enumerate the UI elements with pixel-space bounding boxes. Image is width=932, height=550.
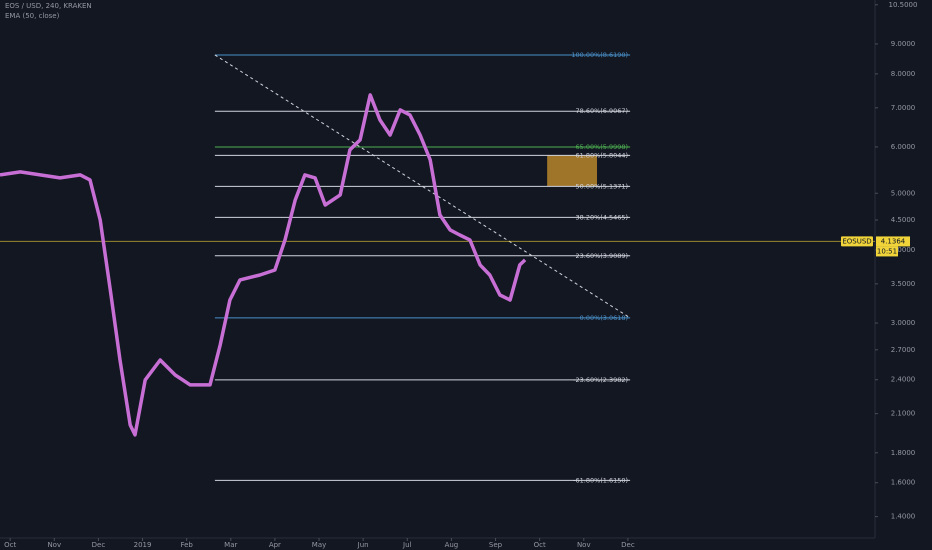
price-tag xyxy=(876,236,910,247)
x-tick-label: Nov xyxy=(577,541,591,549)
symbol-label: EOSUSD xyxy=(842,237,871,245)
countdown-label: 10:51 xyxy=(877,247,897,255)
trendline xyxy=(214,54,631,319)
y-tick-label: 7.0000 xyxy=(891,104,916,112)
y-tick-label: 4.5000 xyxy=(891,216,916,224)
chart-title: EOS / USD, 240, KRAKEN xyxy=(5,2,92,10)
fib-label: 0.00%(3.0618) xyxy=(580,314,628,322)
x-tick-label: Dec xyxy=(621,541,635,549)
y-tick-label: 1.4000 xyxy=(891,513,916,521)
y-tick-label: 8.0000 xyxy=(891,70,916,78)
x-tick-label: Aug xyxy=(445,541,459,549)
y-tick-label: 1.8000 xyxy=(891,449,916,457)
y-tick-label: 5.0000 xyxy=(891,189,916,197)
y-tick-label: 9.0000 xyxy=(891,40,916,48)
x-tick-label: Nov xyxy=(47,541,61,549)
y-tick-label: 4.0000 xyxy=(891,246,916,254)
countdown-tag xyxy=(876,246,898,257)
x-tick-label: Feb xyxy=(180,541,193,549)
price-label: 4.1364 xyxy=(881,237,906,245)
target-box xyxy=(547,155,598,187)
fib-label: 50.00%(5.1371) xyxy=(575,182,628,190)
fib-label: 78.60%(6.9067) xyxy=(575,107,628,115)
x-tick-label: Apr xyxy=(269,541,281,549)
fib-label: 65.00%(5.9998) xyxy=(575,143,628,151)
y-tick-label: 6.0000 xyxy=(891,143,916,151)
x-tick-label: Sep xyxy=(489,541,503,549)
x-tick-label: Mar xyxy=(224,541,237,549)
symbol-tag xyxy=(841,236,873,247)
x-tick-label: Jun xyxy=(357,541,369,549)
y-tick-label: 2.7000 xyxy=(891,346,916,354)
x-tick-label: Oct xyxy=(4,541,16,549)
y-tick-label: 3.5000 xyxy=(891,280,916,288)
ema-line xyxy=(0,93,527,437)
x-tick-label: 2019 xyxy=(134,541,152,549)
y-tick-label: 2.4000 xyxy=(891,376,916,384)
x-tick-label: Oct xyxy=(534,541,546,549)
fib-label: 23.60%(3.9089) xyxy=(575,252,628,260)
fib-label: -23.60%(2.3982) xyxy=(573,376,628,384)
fib-label: 100.00%(8.6190) xyxy=(571,51,628,59)
indicator-label: EMA (50, close) xyxy=(5,12,60,20)
y-tick-label: 10.5000 xyxy=(889,1,918,9)
y-tick-label: 1.6000 xyxy=(891,479,916,487)
fib-label: -61.80%(1.6150) xyxy=(573,476,628,484)
fib-label: 38.20%(4.5465) xyxy=(575,213,628,221)
x-tick-label: May xyxy=(312,541,326,549)
y-tick-label: 2.1000 xyxy=(891,410,916,418)
y-tick-label: 3.0000 xyxy=(891,319,916,327)
fib-label: 61.80%(5.8044) xyxy=(575,151,628,159)
x-tick-label: Jul xyxy=(402,541,412,549)
x-tick-label: Dec xyxy=(92,541,106,549)
